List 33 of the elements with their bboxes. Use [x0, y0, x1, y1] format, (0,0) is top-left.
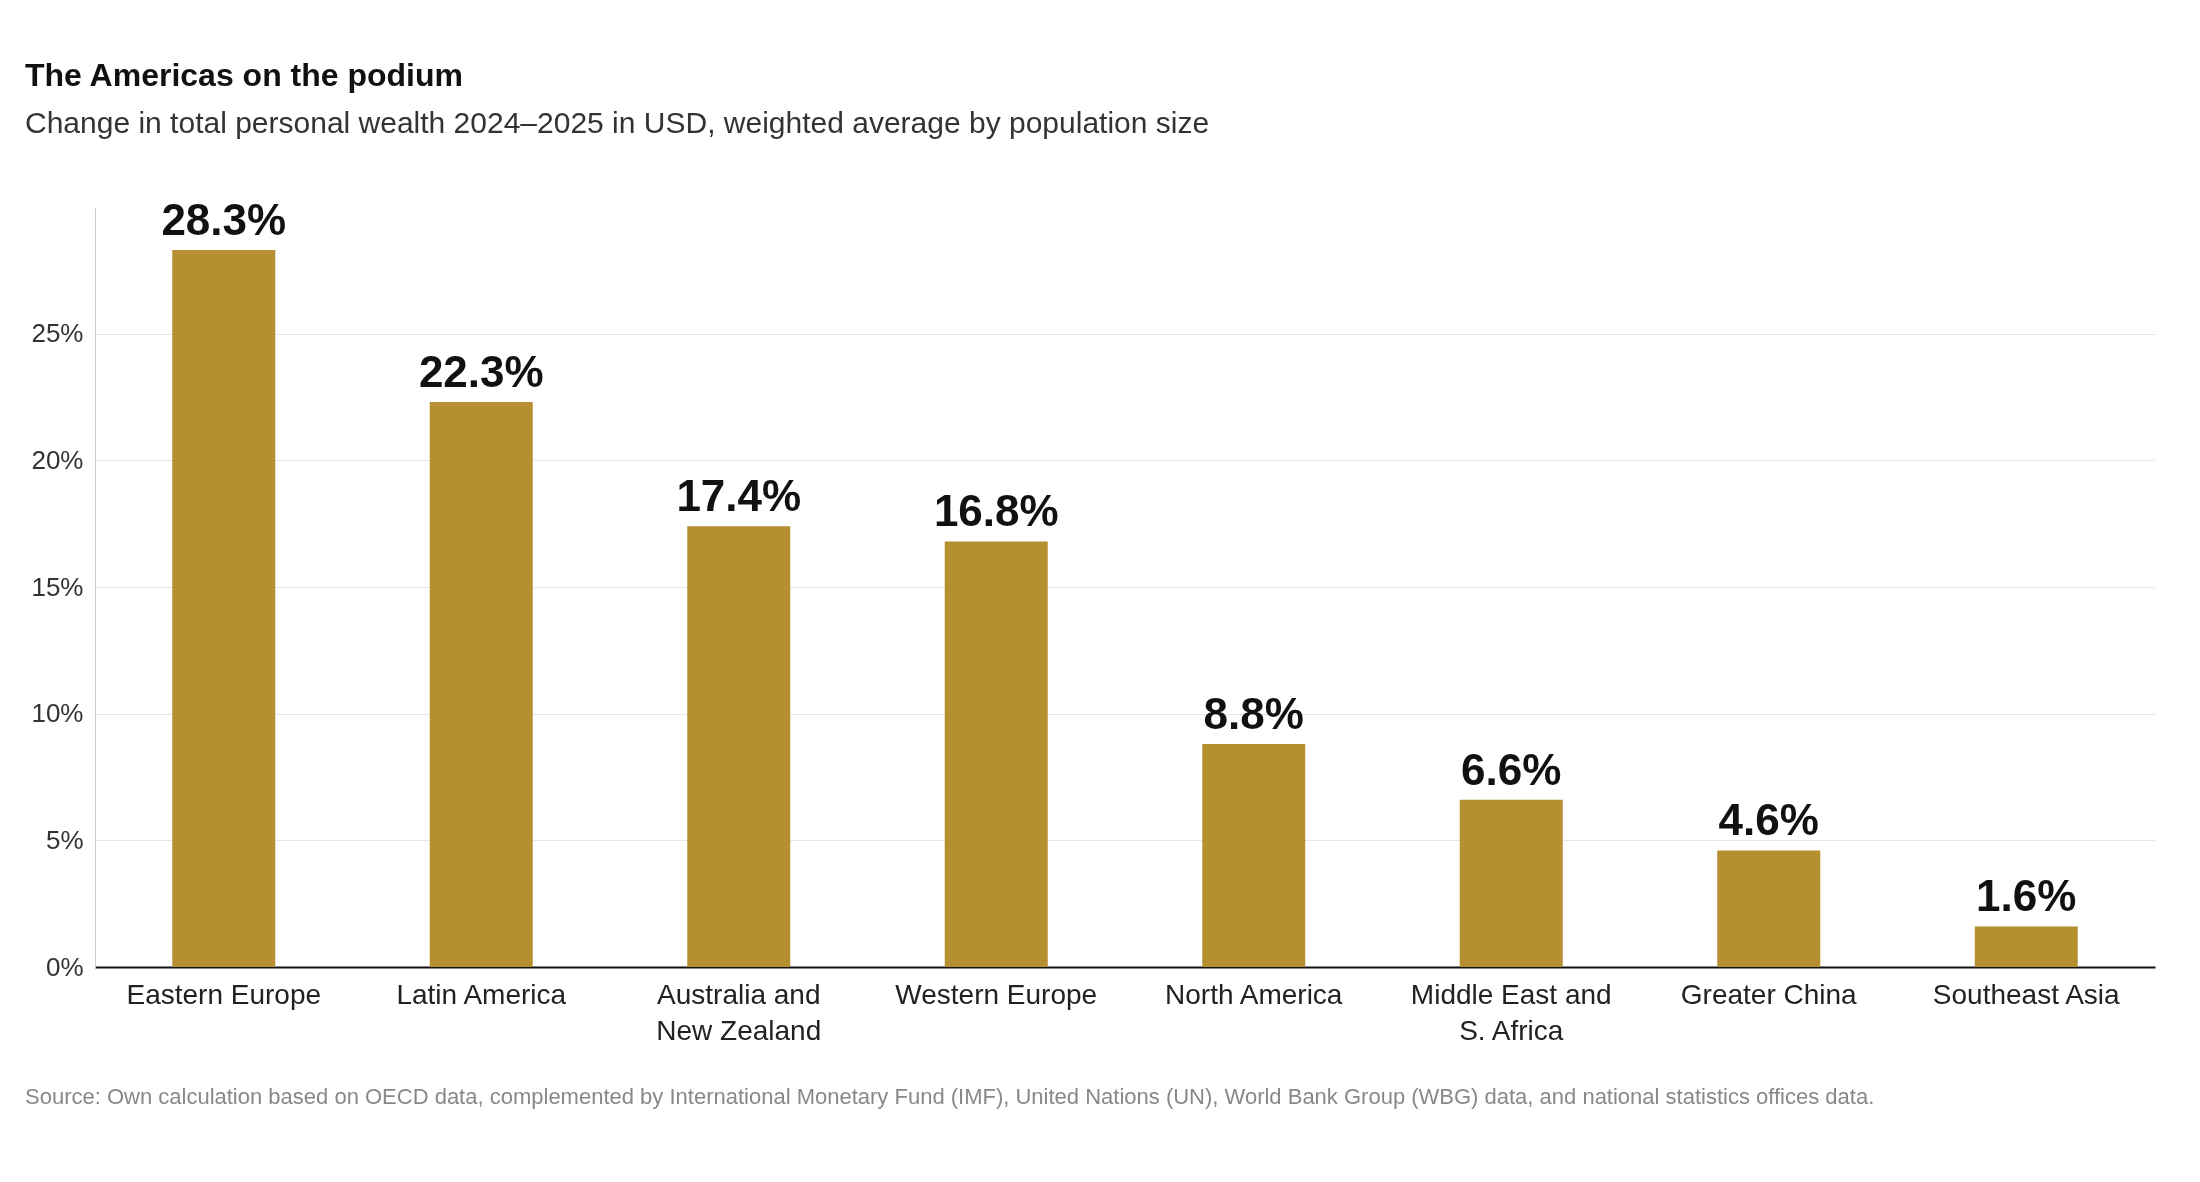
- y-tick-label: 20%: [31, 444, 84, 475]
- bar: [1202, 744, 1306, 967]
- x-tick-label: Middle East and S. Africa: [1410, 978, 1612, 1046]
- bar: [944, 541, 1048, 967]
- bar: [1974, 926, 2078, 967]
- data-label: 1.6%: [1976, 871, 2077, 921]
- bar: [1459, 799, 1563, 967]
- data-label: 16.8%: [933, 486, 1059, 536]
- data-label: 4.6%: [1718, 795, 1819, 845]
- bar: [429, 402, 533, 967]
- chart-title: The Americas on the podium: [25, 57, 463, 94]
- y-tick-label: 25%: [31, 318, 84, 349]
- x-tick-label: Southeast Asia: [1932, 978, 2121, 1010]
- x-tick-label: North America: [1165, 978, 1343, 1010]
- bar: [1717, 850, 1821, 967]
- chart-subtitle: Change in total personal wealth 2024–2025 in USD, weighted average by population size: [25, 106, 1210, 140]
- data-label: 22.3%: [418, 347, 544, 397]
- x-tick-label: Australia and New Zealand: [656, 978, 822, 1046]
- x-tick-label: Greater China: [1680, 978, 1858, 1010]
- data-label: 8.8%: [1203, 689, 1304, 739]
- y-tick-label: 5%: [45, 824, 84, 855]
- y-tick-label: 15%: [31, 571, 84, 602]
- data-label: 17.4%: [676, 471, 802, 521]
- x-tick-label: Eastern Europe: [126, 978, 322, 1010]
- data-label: 28.3%: [161, 195, 287, 245]
- data-label: 6.6%: [1461, 744, 1562, 794]
- y-tick-label: 10%: [31, 698, 84, 729]
- source-note: Source: Own calculation based on OECD data, complemented by International Monetary Fund (IMF), United Nations (UN), World Bank Group (WBG) data, and national statistics offices data.: [25, 1084, 1875, 1109]
- bar: [172, 250, 276, 967]
- bar: [687, 526, 791, 967]
- y-tick-label: 0%: [45, 951, 84, 982]
- x-tick-label: Western Europe: [895, 978, 1098, 1010]
- x-tick-label: Latin America: [396, 978, 567, 1010]
